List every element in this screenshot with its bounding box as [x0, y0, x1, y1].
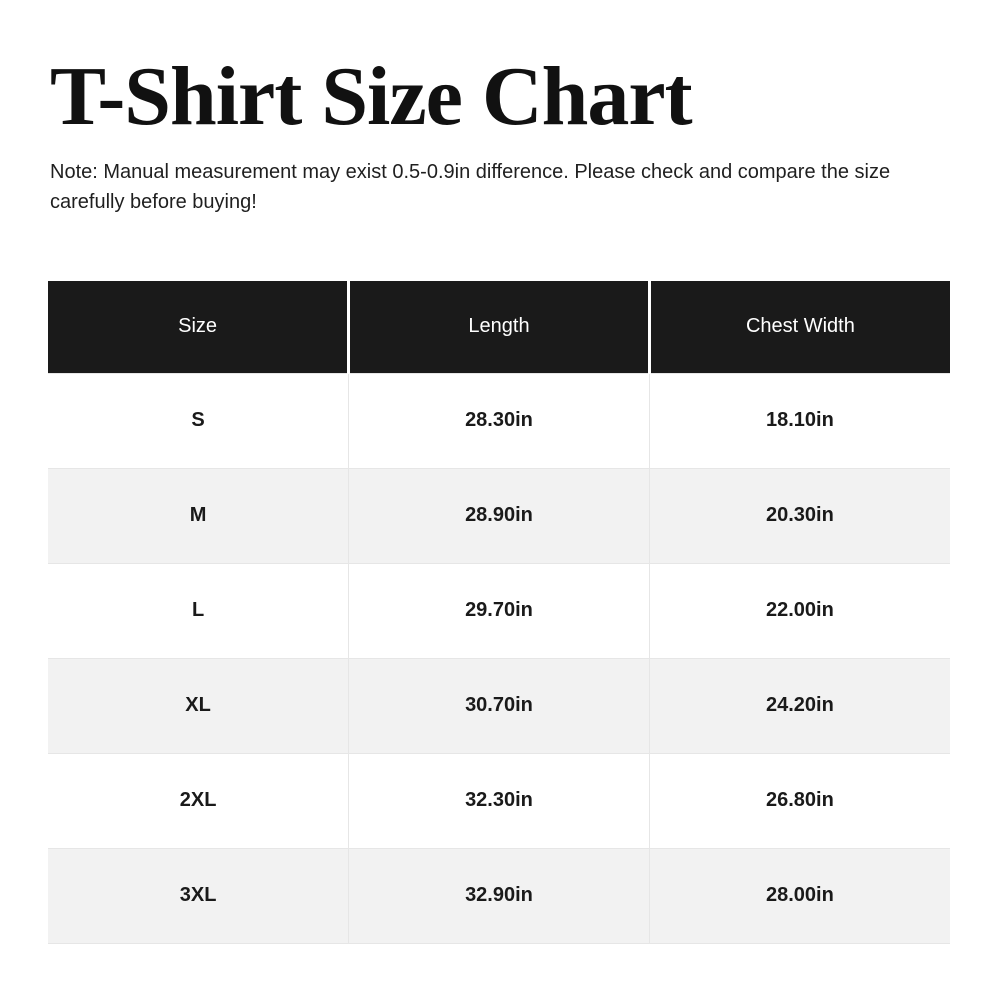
measurement-note: Note: Manual measurement may exist 0.5-0… — [50, 160, 891, 213]
column-header-length: Length — [347, 280, 650, 374]
size-cell: S — [48, 372, 349, 469]
length-cell: 32.90in — [348, 847, 650, 944]
table-row-l: L 29.70in 22.00in — [48, 562, 950, 659]
size-cell: M — [48, 467, 349, 564]
size-cell: 3XL — [48, 847, 349, 944]
size-table-body: S 28.30in 18.10in M 28.90in 20.30in L 29… — [48, 372, 950, 944]
table-row-s: S 28.30in 18.10in — [48, 372, 950, 469]
chest-width-cell: 28.00in — [648, 847, 950, 944]
length-cell: 29.70in — [348, 562, 650, 659]
table-row-3xl: 3XL 32.90in 28.00in — [48, 847, 950, 944]
length-cell: 28.90in — [348, 467, 650, 564]
size-cell: 2XL — [48, 752, 349, 849]
page-title: T-Shirt Size Chart — [50, 50, 693, 143]
size-table: Size Length Chest Width S 28.30in 18.10i… — [48, 280, 950, 944]
table-row-2xl: 2XL 32.30in 26.80in — [48, 752, 950, 849]
header-row: Size Length Chest Width — [48, 280, 950, 374]
chest-width-cell: 24.20in — [648, 657, 950, 754]
size-cell: L — [48, 562, 349, 659]
size-table-container: Size Length Chest Width S 28.30in 18.10i… — [48, 280, 950, 944]
column-header-size: Size — [48, 280, 349, 374]
column-header-chest-width: Chest Width — [647, 280, 950, 374]
table-row-xl: XL 30.70in 24.20in — [48, 657, 950, 754]
length-cell: 28.30in — [348, 372, 650, 469]
size-cell: XL — [48, 657, 349, 754]
chest-width-cell: 18.10in — [648, 372, 950, 469]
chest-width-cell: 26.80in — [648, 752, 950, 849]
length-cell: 30.70in — [348, 657, 650, 754]
chest-width-cell: 22.00in — [648, 562, 950, 659]
table-row-m: M 28.90in 20.30in — [48, 467, 950, 564]
chest-width-cell: 20.30in — [648, 467, 950, 564]
length-cell: 32.30in — [348, 752, 650, 849]
size-table-header: Size Length Chest Width — [48, 280, 950, 374]
